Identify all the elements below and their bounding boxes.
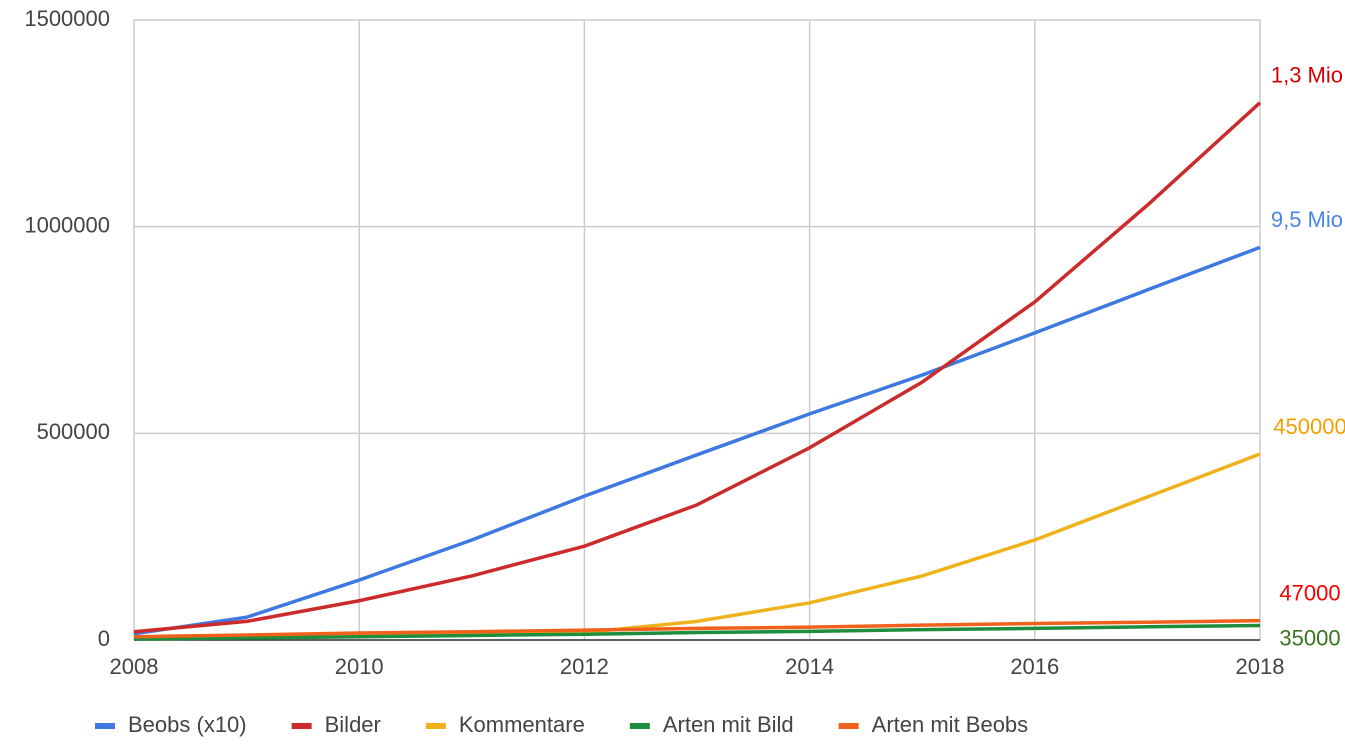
y-tick-label: 1000000 <box>24 212 110 237</box>
y-tick-label: 500000 <box>37 419 110 444</box>
x-tick-label: 2012 <box>560 654 609 679</box>
y-tick-label: 0 <box>98 626 110 651</box>
value-label: 1,3 Mio. <box>1271 62 1345 87</box>
y-tick-label: 1500000 <box>24 6 110 31</box>
series-line <box>133 101 1262 634</box>
value-label: 47000 <box>1279 580 1340 605</box>
legend-label: Bilder <box>325 712 381 737</box>
x-tick-label: 2014 <box>785 654 834 679</box>
x-tick-label: 2016 <box>1010 654 1059 679</box>
series-line <box>133 618 1261 639</box>
value-label: 450000 <box>1273 414 1345 439</box>
legend-swatch <box>425 723 446 729</box>
legend-swatch <box>629 723 650 729</box>
value-label: 9,5 Mio. <box>1271 207 1345 232</box>
legend-label: Arten mit Bild <box>663 712 794 737</box>
legend-label: Beobs (x10) <box>128 712 247 737</box>
x-tick-label: 2018 <box>1236 654 1285 679</box>
x-tick-label: 2008 <box>110 654 159 679</box>
value-label: 35000 <box>1279 625 1340 650</box>
legend-label: Arten mit Beobs <box>872 712 1029 737</box>
legend-swatch <box>838 723 859 729</box>
series-line <box>133 623 1261 641</box>
legend-label: Kommentare <box>459 712 585 737</box>
series-line <box>133 245 1261 636</box>
legend-swatch <box>95 723 115 729</box>
legend-swatch <box>291 723 312 729</box>
x-tick-label: 2010 <box>335 654 384 679</box>
